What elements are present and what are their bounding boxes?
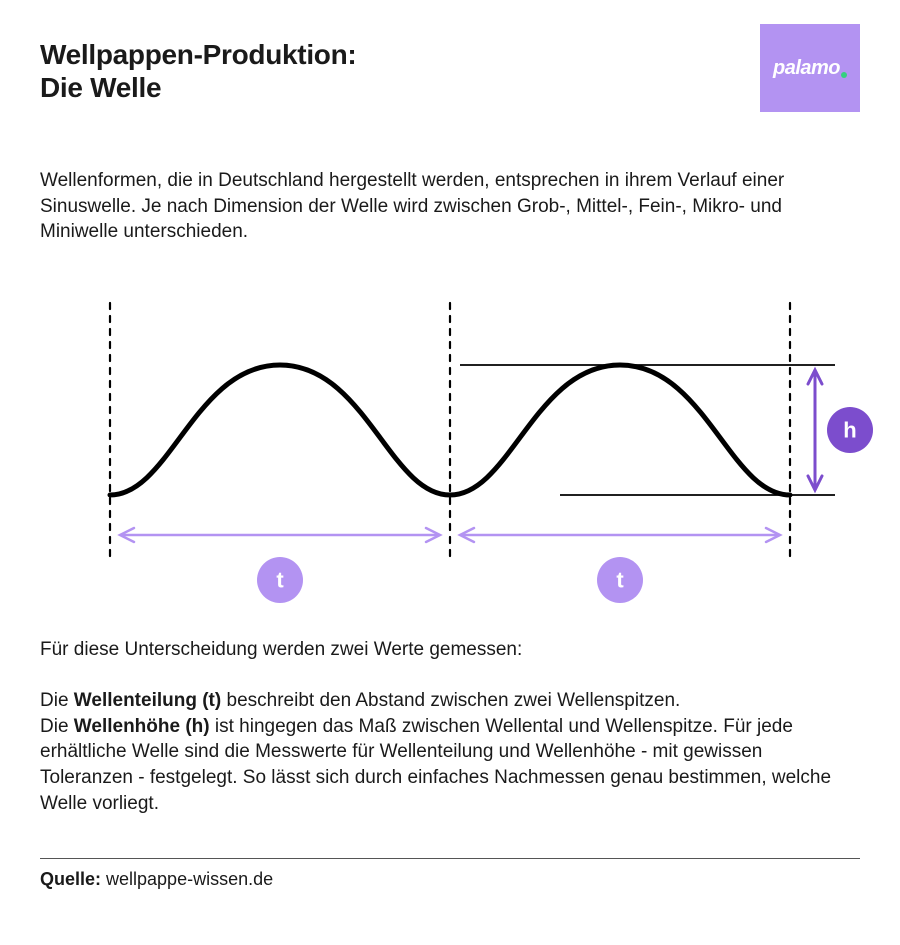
def-term-t: Wellenteilung (t): [74, 690, 221, 711]
def-prefix-2: Die: [40, 716, 74, 737]
svg-text:t: t: [616, 567, 624, 592]
title-line-1: Wellpappen-Produktion:: [40, 39, 356, 70]
svg-text:t: t: [276, 567, 284, 592]
footer-divider: [40, 858, 860, 859]
header: Wellpappen-Produktion: Die Welle palamo: [40, 38, 860, 112]
brand-logo-word: palamo: [773, 57, 840, 79]
footer-source: Quelle: wellpappe-wissen.de: [40, 869, 860, 890]
brand-logo-dot-icon: [841, 72, 847, 78]
footer-value: wellpappe-wissen.de: [101, 869, 273, 889]
footer-label: Quelle:: [40, 869, 101, 889]
wave-diagram-svg: t t h: [40, 285, 860, 615]
page: Wellpappen-Produktion: Die Welle palamo …: [0, 0, 900, 945]
def-term-h: Wellenhöhe (h): [74, 716, 210, 737]
title-line-2: Die Welle: [40, 72, 161, 103]
def-text-t: beschreibt den Abstand zwischen zwei Wel…: [221, 690, 680, 711]
def-prefix-1: Die: [40, 690, 74, 711]
wave-diagram: t t h: [40, 285, 860, 615]
definitions-intro: Für diese Unterscheidung werden zwei Wer…: [40, 639, 522, 660]
page-title: Wellpappen-Produktion: Die Welle: [40, 38, 356, 104]
brand-logo-text: palamo: [773, 57, 847, 80]
intro-paragraph: Wellenformen, die in Deutschland hergest…: [40, 168, 840, 245]
brand-logo: palamo: [760, 24, 860, 112]
svg-text:h: h: [843, 417, 856, 442]
definitions-paragraph: Für diese Unterscheidung werden zwei Wer…: [40, 637, 840, 816]
